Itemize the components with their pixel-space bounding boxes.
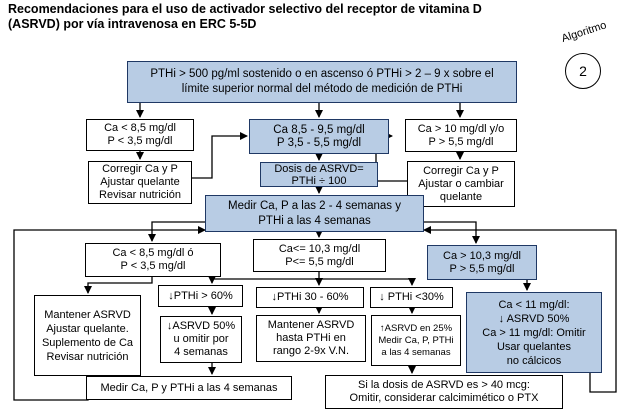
arrow-measure-right <box>420 221 480 244</box>
arrow-mid2-left <box>208 272 320 284</box>
measure-box: Medir Ca, P a las 2 - 4 semanas y PTHi a… <box>205 195 424 232</box>
normal-calcium-followup-box: Ca<= 10,3 mg/dl P<= 5,5 mg/dl <box>253 239 386 272</box>
pth-drop-30-60-box: ↓PTHi 30 - 60% <box>256 287 364 308</box>
correct-left-action-box: Corregir Ca y P Ajustar quelante Revisar… <box>88 161 192 204</box>
correct-right-action-box: Corregir Ca y P Ajustar o cambiar quelan… <box>407 161 515 207</box>
measure-bottom-box: Medir Ca, P y PTHi a las 4 semanas <box>86 376 292 400</box>
normal-range-condition-box: Ca 8,5 - 9,5 mg/dl P 3,5 - 5,5 mg/dl <box>249 119 389 154</box>
loop-right <box>423 226 617 393</box>
arrow-low2 <box>84 277 153 294</box>
maintain-asrvd-mid-box: Mantener ASRVD hasta PTHi en rango 2-9x … <box>256 315 366 362</box>
dose-limit-box: Si la dosis de ASRVD es > 40 mcg: Omitir… <box>325 375 563 409</box>
dose-formula-box: Dosis de ASRVD= PTHi ÷ 100 <box>260 162 378 187</box>
arrow-measure-left <box>148 221 205 242</box>
high-calcium-followup-box: Ca > 10,3 mg/dl P > 5,5 mg/dl <box>427 245 537 280</box>
high-calcium-condition-box: Ca > 10 mg/dl y/o P > 5,5 mg/dl <box>405 119 517 152</box>
algorithm-number-badge: 2 <box>565 53 601 89</box>
low-calcium-followup-box: Ca < 8,5 mg/dl ó P < 3,5 mg/dl <box>85 243 221 277</box>
pth-drop-under-30-box: ↓ PTHi <30% <box>370 287 453 308</box>
low-calcium-condition-box: Ca < 8,5 mg/dl P < 3,5 mg/dl <box>86 119 194 151</box>
arrow-mid2-right <box>319 278 416 286</box>
increase-asrvd-box: ↑ASRVD en 25% Medir Ca, P, PTHi a las 4 … <box>371 315 461 366</box>
pth-drop-over-60-box: ↓PTHi > 60% <box>158 285 243 307</box>
reduce-asrvd-box: ↓ASRVD 50% u omitir por 4 semanas <box>160 316 242 363</box>
top-condition-box: PTHi > 500 pg/ml sostenido o en ascenso … <box>127 61 517 103</box>
page-title: Recomendaciones para el uso de activador… <box>8 2 482 31</box>
arrow-left-action <box>192 132 248 179</box>
maintain-asrvd-left-box: Mantener ASRVD Ajustar quelante. Supleme… <box>34 295 141 376</box>
calcium-11-rule-box: Ca < 11 mg/dl: ↓ ASRVD 50% Ca > 11 mg/dl… <box>466 292 602 373</box>
